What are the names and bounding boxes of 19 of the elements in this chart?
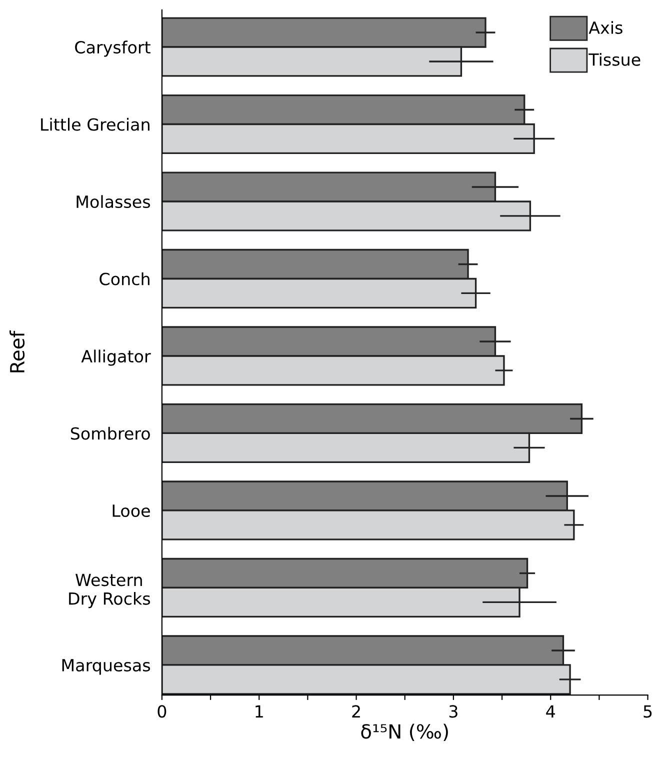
y-tick-label: Sombrero [70,426,150,440]
x-tick-label: 5 [644,705,652,718]
y-tick-label: Alligator [81,350,151,366]
x-tick-label: 3 [449,705,458,718]
y-tick-label: Carysfort [75,40,150,57]
x-axis-title: δ¹⁵N (‰) [361,724,448,742]
x-tick-label: 1 [256,705,263,718]
y-tick-label: Western Dry Rocks [69,574,150,608]
x-tick-label: 4 [546,705,555,718]
y-tick-label: Marquesas [62,659,150,675]
y-tick-label: Looe [112,504,150,518]
x-tick-label: 0 [158,705,166,718]
y-tick-label: Molasses [76,195,150,208]
y-axis-title: Reef [10,330,25,372]
x-tick-label: 2 [352,705,360,718]
legend-label: Tissue [588,53,640,66]
y-tick-label: Conch [100,272,150,286]
y-tick-label: Little Grecian [41,118,150,131]
legend-label: Axis [588,21,622,34]
